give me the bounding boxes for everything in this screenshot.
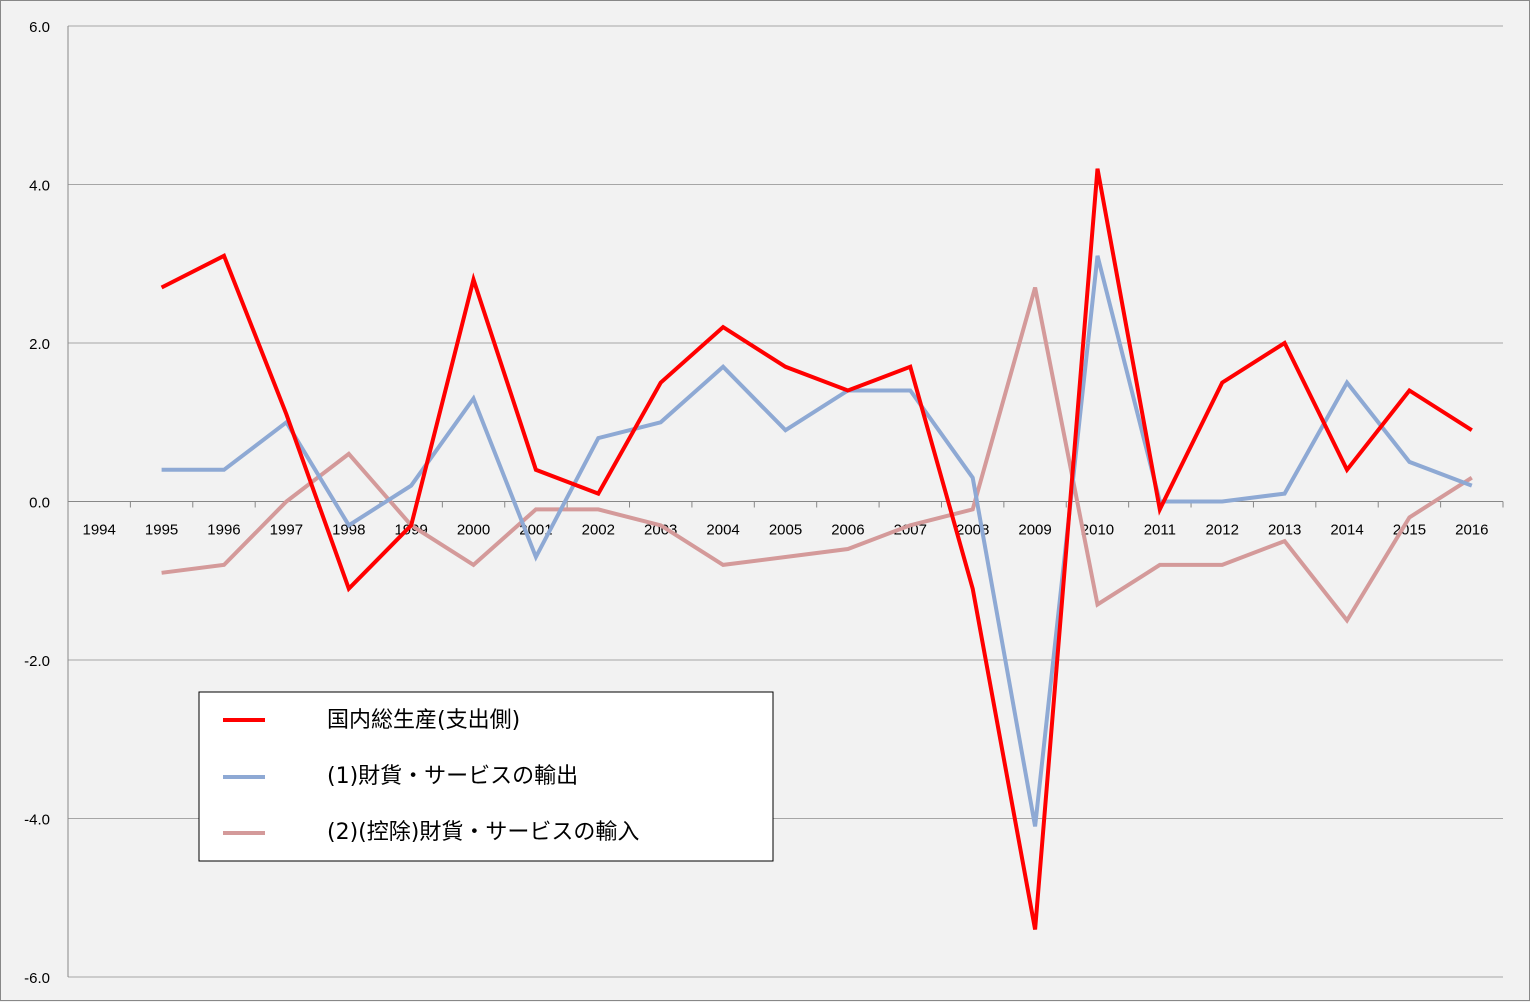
x-tick-label: 2004	[706, 522, 739, 539]
y-tick-label: -2.0	[24, 653, 50, 670]
x-tick-label: 2006	[831, 522, 864, 539]
y-tick-label: 4.0	[29, 178, 50, 195]
x-tick-label: 2003	[644, 522, 677, 539]
x-tick-label: 1998	[332, 522, 365, 539]
y-tick-label: -4.0	[24, 812, 50, 829]
x-tick-label: 2007	[894, 522, 927, 539]
series-line-1	[161, 255, 1473, 827]
x-tick-label: 2002	[582, 522, 615, 539]
legend: 国内総生産(支出側) (1)財貨・サービスの輸出 (2)(控除)財貨・サービスの…	[198, 691, 774, 862]
x-tick-label: 2000	[457, 522, 490, 539]
legend-label-imports: (2)(控除)財貨・サービスの輸入	[327, 820, 639, 845]
x-tick-label: 2009	[1018, 522, 1051, 539]
x-tick-label: 1996	[207, 522, 240, 539]
x-tick-label: 2013	[1268, 522, 1301, 539]
y-tick-label: 6.0	[29, 19, 50, 36]
y-tick-label: 2.0	[29, 336, 50, 353]
series-line-2	[161, 286, 1473, 624]
x-tick-label: 2010	[1081, 522, 1114, 539]
x-tick-label: 2012	[1206, 522, 1239, 539]
legend-label-exports: (1)財貨・サービスの輸出	[327, 764, 578, 789]
x-axis-tick-labels: 1994 1995 1996 1997 1998 1999 2000 2001 2002 2003…	[83, 522, 1489, 539]
legend-box	[198, 691, 774, 862]
x-tick-label: 2011	[1144, 522, 1176, 539]
x-tick-label: 1997	[270, 522, 303, 539]
x-tick-label: 2005	[769, 522, 802, 539]
y-tick-label: -6.0	[24, 970, 50, 987]
x-tick-label: 2016	[1455, 522, 1488, 539]
x-tick-label: 1995	[145, 522, 178, 539]
y-axis-tick-labels: 6.0 4.0 2.0 0.0 -2.0 -4.0 -6.0	[24, 19, 50, 987]
series-lines	[160, 168, 1473, 930]
legend-label-gdp: 国内総生産(支出側)	[327, 708, 520, 733]
series-line-0	[160, 168, 1473, 930]
x-tick-label: 1994	[83, 522, 116, 539]
y-tick-label: 0.0	[29, 495, 50, 512]
x-tick-label: 2014	[1330, 522, 1363, 539]
